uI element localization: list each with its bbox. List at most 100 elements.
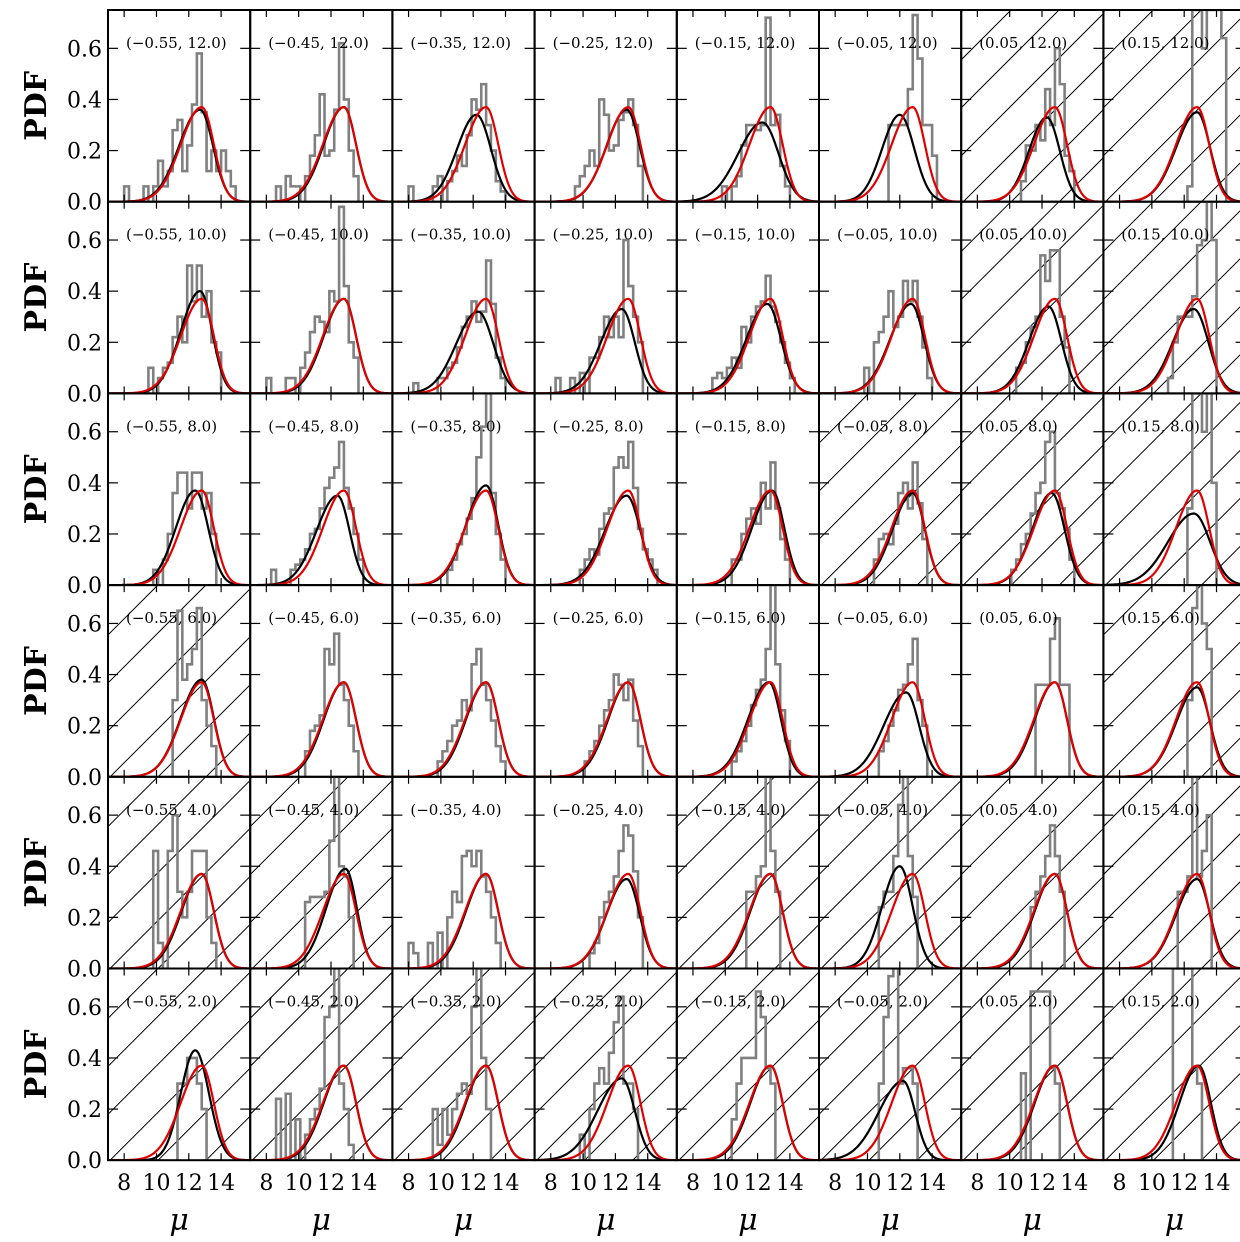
- panel-plot-area: [1103, 393, 1240, 586]
- panel-r0-c5: (−0.05, 12.0): [818, 9, 963, 203]
- black-curve: [961, 681, 1104, 777]
- histogram: [122, 52, 237, 202]
- x-tick-label: 12: [601, 1171, 629, 1196]
- black-curve: [392, 310, 535, 394]
- hatch-line: [205, 731, 251, 777]
- hatch-line: [108, 776, 159, 828]
- red-curve: [961, 297, 1104, 394]
- hatch-line: [961, 968, 1060, 1068]
- hatch-line: [819, 396, 962, 540]
- hatch-line: [1103, 10, 1202, 109]
- histogram: [407, 849, 502, 969]
- hatch-line: [1103, 393, 1154, 444]
- black-curve: [534, 494, 677, 586]
- panel-plot-area: [250, 41, 393, 202]
- histogram: [730, 990, 777, 1161]
- y-axis-label: PDF: [19, 1029, 54, 1099]
- hatch-line: [1153, 1072, 1240, 1161]
- panel-r5-c3: (−0.25, 2.0): [533, 967, 678, 1162]
- y-axis-label: PDF: [19, 838, 54, 908]
- histogram: [1019, 47, 1076, 202]
- panel-plot-area: [392, 849, 535, 969]
- hatch-line: [1103, 593, 1240, 732]
- histogram: [887, 13, 939, 202]
- panel-r0-c4: (−0.15, 12.0): [675, 9, 820, 203]
- hatch-line: [961, 779, 1104, 924]
- red-curve: [819, 297, 962, 394]
- hatch-line: [726, 1067, 819, 1161]
- panel-r2-c1: (−0.45, 8.0): [249, 392, 394, 587]
- panel-r4-c3: (−0.25, 4.0): [533, 775, 678, 970]
- hatch-pattern: [961, 10, 1104, 202]
- hatch-line: [205, 1115, 251, 1161]
- hatch-line: [961, 968, 1012, 1020]
- y-tick-label: 0.2: [67, 523, 102, 548]
- black-curve: [108, 872, 251, 969]
- hatch-line: [0, 585, 14, 777]
- black-curve: [534, 681, 677, 777]
- hatch-line: [157, 683, 251, 777]
- histogram: [588, 824, 645, 969]
- hatch-line: [868, 1067, 962, 1161]
- panel-label: (0.05, 8.0): [979, 417, 1057, 435]
- x-tick-label: 10: [427, 1171, 455, 1196]
- hatch-pattern: [1103, 393, 1240, 586]
- hatch-line: [774, 923, 819, 969]
- hatch-line: [1105, 449, 1240, 586]
- panel-r3-c4: (−0.15, 6.0): [675, 584, 820, 778]
- hatch-line: [819, 968, 918, 1068]
- panel-label: (0.05, 6.0): [979, 609, 1057, 627]
- panel-label: (−0.55, 6.0): [126, 609, 217, 627]
- y-tick-label: 0.0: [67, 382, 102, 407]
- hatch-line: [108, 587, 251, 732]
- panel-label: (−0.35, 10.0): [410, 226, 511, 244]
- hatch-line: [1105, 66, 1240, 202]
- red-curve: [392, 489, 535, 586]
- x-tick-label: 12: [317, 1171, 345, 1196]
- panel-plot-area: [819, 637, 962, 777]
- panel-plot-area: [534, 824, 677, 969]
- hatch-line: [820, 1019, 962, 1161]
- panel-plot-area: [534, 673, 677, 777]
- hatch-line: [961, 201, 1060, 301]
- hatch-line: [916, 1115, 962, 1161]
- histogram: [407, 82, 507, 202]
- hatch-line: [1103, 968, 1202, 1068]
- hatch-line: [250, 779, 393, 924]
- panel-r5-c0: (−0.55, 2.0): [107, 967, 252, 1162]
- panel-label: (−0.05, 10.0): [837, 226, 938, 244]
- hatch-line: [392, 968, 443, 1020]
- x-tick-label: 8: [970, 1171, 984, 1196]
- histogram: [1186, 393, 1218, 586]
- hatch-line: [726, 875, 819, 969]
- histogram: [744, 776, 782, 969]
- panel-r3-c3: (−0.25, 6.0): [533, 584, 678, 778]
- hatch-line: [250, 776, 301, 828]
- hatch-line: [961, 776, 1012, 828]
- panel-r5-c2: (−0.35, 2.0): [391, 967, 536, 1162]
- y-tick-label: 0.0: [67, 1149, 102, 1174]
- panel-label: (−0.45, 8.0): [268, 417, 359, 435]
- hatch-line: [1010, 1067, 1104, 1161]
- y-tick-label: 0.4: [67, 280, 102, 305]
- panel-plot-area: [250, 440, 393, 586]
- hatch-line: [1153, 497, 1240, 586]
- black-curve: [392, 1064, 535, 1161]
- hatch-line: [108, 968, 207, 1068]
- hatch-line: [868, 875, 962, 969]
- y-tick-label: 0.4: [67, 472, 102, 497]
- panel-plot-area: [534, 238, 677, 394]
- panel-label: (−0.25, 2.0): [553, 993, 644, 1011]
- x-tick-label: 8: [259, 1171, 273, 1196]
- panel-plot-area: [1103, 776, 1240, 969]
- histogram: [554, 238, 645, 394]
- histogram: [573, 98, 645, 202]
- y-axis-label: PDF: [19, 646, 54, 716]
- panel-r5-c7: (0.15, 2.0): [1102, 967, 1240, 1162]
- histogram: [412, 259, 507, 394]
- panel-r4-c7: (0.15, 4.0): [1102, 775, 1240, 970]
- black-curve: [961, 116, 1104, 202]
- hatch-line: [584, 1067, 677, 1161]
- hatch-line: [961, 396, 1104, 540]
- red-curve: [961, 106, 1104, 202]
